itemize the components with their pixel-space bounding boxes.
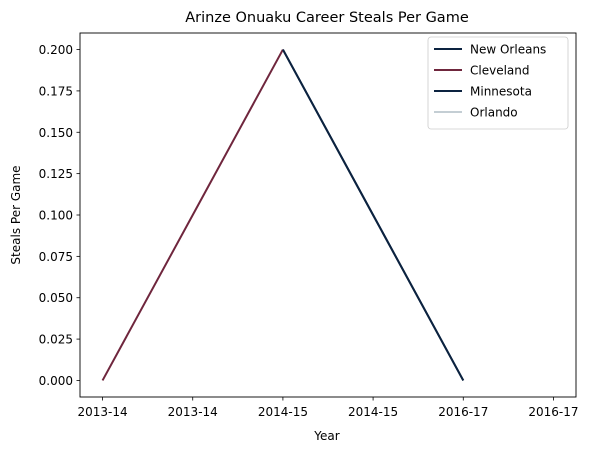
legend-label: Minnesota [470, 85, 532, 99]
y-tick-label: 0.100 [39, 209, 73, 223]
x-tick-label: 2014-15 [258, 405, 308, 419]
plot-area: 0.000 0.025 0.050 0.075 0.100 0.125 0.150 0.175… [39, 32, 579, 419]
y-tick-label: 0.075 [39, 250, 73, 264]
series-line-cleveland [101, 49, 284, 381]
x-axis-label: Year [313, 429, 339, 443]
y-tick-label: 0.175 [39, 84, 73, 98]
legend-label: New Orleans [470, 43, 546, 57]
series-lines [101, 49, 465, 381]
x-tick-label: 2016-17 [528, 405, 578, 419]
y-axis-label: Steals Per Game [9, 165, 23, 264]
y-tick-label: 0.150 [39, 126, 73, 140]
x-axis: 2013-14 2013-14 2014-15 2014-15 2016-17 2016-… [77, 397, 579, 419]
series-line-minnesota [282, 49, 465, 381]
chart-title: Arinze Onuaku Career Steals Per Game [185, 10, 469, 26]
x-tick-label: 2014-15 [348, 405, 398, 419]
legend-box [427, 36, 569, 130]
legend-label: Orlando [470, 106, 518, 120]
y-axis: 0.000 0.025 0.050 0.075 0.100 0.125 0.150 0.175… [39, 43, 80, 388]
y-tick-label: 0.025 [39, 333, 73, 347]
legend: New Orleans Cleveland Minnesota Orlando [427, 36, 569, 130]
y-tick-label: 0.000 [39, 374, 73, 388]
x-tick-label: 2013-14 [77, 405, 127, 419]
legend-label: Cleveland [470, 64, 530, 78]
x-tick-label: 2013-14 [168, 405, 218, 419]
x-tick-label: 2016-17 [438, 405, 488, 419]
y-tick-label: 0.125 [39, 167, 73, 181]
y-tick-label: 0.200 [39, 43, 73, 57]
y-tick-label: 0.050 [39, 291, 73, 305]
